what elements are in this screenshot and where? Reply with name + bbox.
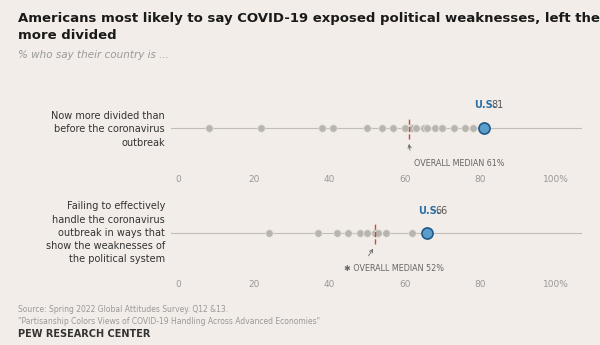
Text: 66: 66 — [435, 206, 447, 216]
Text: more divided: more divided — [18, 29, 116, 42]
Text: OVERALL MEDIAN 61%: OVERALL MEDIAN 61% — [414, 159, 505, 168]
Text: U.S.: U.S. — [418, 206, 440, 216]
Text: % who say their country is ...: % who say their country is ... — [18, 50, 169, 60]
Text: Source: Spring 2022 Global Attitudes Survey. Q12 &13.
"Partisanship Colors Views: Source: Spring 2022 Global Attitudes Sur… — [18, 305, 320, 326]
Text: Americans most likely to say COVID-19 exposed political weaknesses, left them: Americans most likely to say COVID-19 ex… — [18, 12, 600, 25]
Text: PEW RESEARCH CENTER: PEW RESEARCH CENTER — [18, 329, 151, 339]
Text: Now more divided than
before the coronavirus
outbreak: Now more divided than before the coronav… — [51, 111, 165, 148]
Text: 81: 81 — [491, 100, 504, 110]
Text: ✱ OVERALL MEDIAN 52%: ✱ OVERALL MEDIAN 52% — [344, 264, 445, 273]
Text: Failing to effectively
handle the coronavirus
outbreak in ways that
show the wea: Failing to effectively handle the corona… — [46, 201, 165, 264]
Text: U.S.: U.S. — [475, 100, 497, 110]
